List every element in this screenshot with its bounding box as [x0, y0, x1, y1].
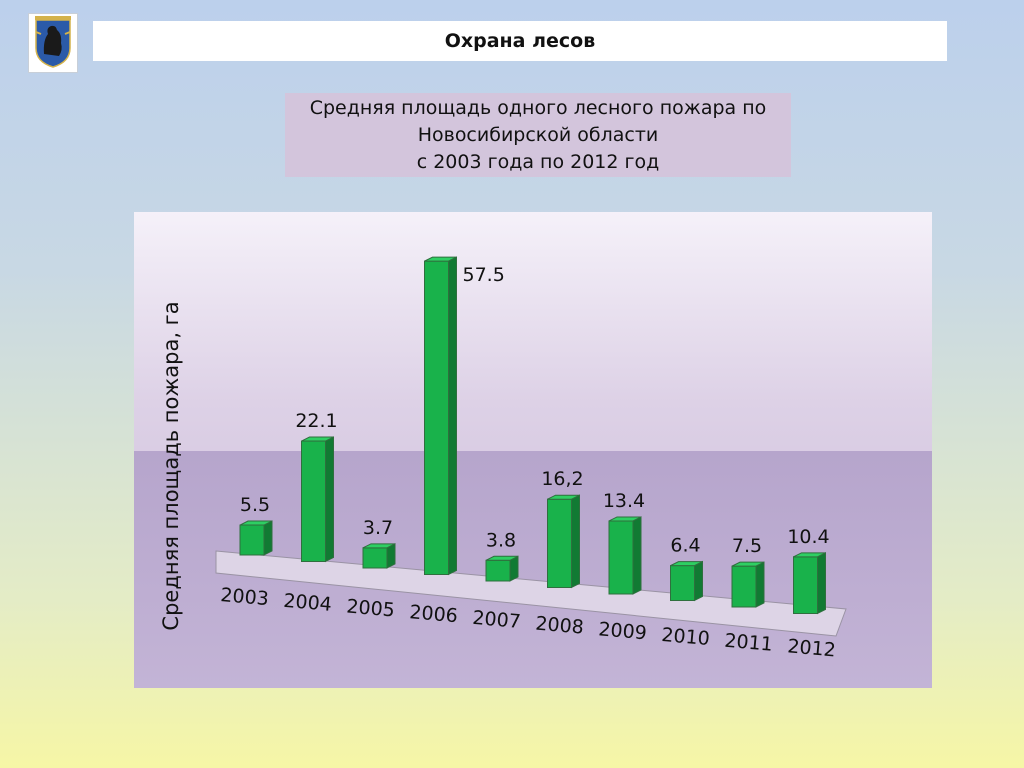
x-tick-2011: 2011: [724, 630, 774, 656]
bar-2004: [301, 436, 334, 563]
x-tick-2006: 2006: [409, 601, 459, 627]
value-label-2004: 22.1: [295, 410, 337, 432]
x-tick-2012: 2012: [787, 635, 837, 661]
bar-2003: [239, 520, 273, 556]
bar-2007: [485, 555, 519, 582]
x-tick-2009: 2009: [598, 618, 648, 644]
value-label-2003: 5.5: [240, 494, 270, 516]
value-label-2006: 57.5: [463, 264, 505, 286]
x-tick-2010: 2010: [661, 624, 711, 650]
value-label-2005: 3.7: [363, 517, 393, 539]
chart-title-line-1: Средняя площадь одного лесного пожара по: [309, 96, 767, 119]
value-label-2011: 7.5: [732, 535, 762, 557]
value-label-2008: 16,2: [541, 468, 583, 490]
chart-title-line-3: с 2003 года по 2012 год: [416, 150, 660, 173]
value-label-2012: 10.4: [787, 526, 829, 548]
bar-2006: [424, 256, 457, 576]
x-tick-2004: 2004: [283, 590, 333, 616]
bar-2010: [670, 560, 703, 602]
bar-2009: [608, 516, 642, 595]
bar-chart: 5.5 22.1 3.7 57.5 3.8 16,2 13.4 6.4 7.5 10.4 2003…: [159, 256, 847, 661]
bar-2005: [362, 543, 396, 569]
chart-title-box: Средняя площадь одного лесного пожара по…: [285, 93, 791, 177]
header-bar: Охрана лесов: [93, 21, 947, 61]
chart-panel: 5.5 22.1 3.7 57.5 3.8 16,2 13.4 6.4 7.5 10.4 2003…: [134, 212, 932, 688]
page-title: Охрана лесов: [444, 30, 596, 52]
x-tick-2008: 2008: [535, 613, 585, 639]
bar-2012: [793, 552, 826, 615]
ticks-layer: 2003 2004 2005 2006 2007 2008 2009 2010 2011 2012: [220, 584, 837, 661]
y-axis-label: Средняя площадь пожара, га: [159, 301, 183, 630]
value-label-2010: 6.4: [670, 535, 700, 557]
value-label-2009: 13.4: [603, 490, 645, 512]
value-label-2007: 3.8: [486, 529, 516, 551]
coat-of-arms-emblem: [28, 13, 78, 73]
x-tick-2005: 2005: [346, 595, 396, 621]
x-tick-2007: 2007: [472, 607, 522, 633]
bars-layer: [239, 256, 826, 615]
bar-2008: [547, 494, 580, 589]
x-tick-2003: 2003: [220, 584, 270, 610]
bar-2011: [731, 561, 765, 608]
chart-title-line-2: Новосибирской области: [417, 123, 659, 146]
labels-layer: 5.5 22.1 3.7 57.5 3.8 16,2 13.4 6.4 7.5 10.4: [240, 264, 830, 557]
coat-of-arms-icon: [35, 16, 71, 68]
